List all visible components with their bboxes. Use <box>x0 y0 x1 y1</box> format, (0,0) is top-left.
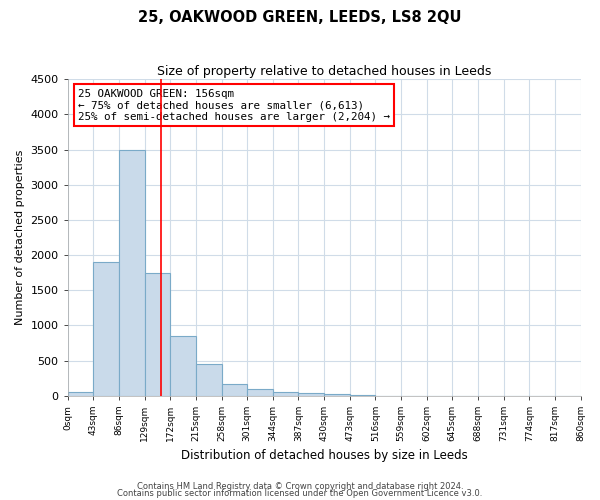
Bar <box>68 392 94 396</box>
Bar <box>94 262 119 396</box>
Bar <box>273 392 298 396</box>
Title: Size of property relative to detached houses in Leeds: Size of property relative to detached ho… <box>157 65 491 78</box>
Bar <box>221 384 247 396</box>
Bar <box>119 150 145 396</box>
Bar <box>196 364 221 396</box>
X-axis label: Distribution of detached houses by size in Leeds: Distribution of detached houses by size … <box>181 450 467 462</box>
Bar <box>247 388 273 396</box>
Text: Contains public sector information licensed under the Open Government Licence v3: Contains public sector information licen… <box>118 489 482 498</box>
Bar <box>324 394 350 396</box>
Text: 25, OAKWOOD GREEN, LEEDS, LS8 2QU: 25, OAKWOOD GREEN, LEEDS, LS8 2QU <box>138 10 462 25</box>
Text: 25 OAKWOOD GREEN: 156sqm
← 75% of detached houses are smaller (6,613)
25% of sem: 25 OAKWOOD GREEN: 156sqm ← 75% of detach… <box>78 88 390 122</box>
Bar <box>298 393 324 396</box>
Bar <box>145 272 170 396</box>
Y-axis label: Number of detached properties: Number of detached properties <box>15 150 25 325</box>
Bar <box>350 394 376 396</box>
Text: Contains HM Land Registry data © Crown copyright and database right 2024.: Contains HM Land Registry data © Crown c… <box>137 482 463 491</box>
Bar <box>170 336 196 396</box>
